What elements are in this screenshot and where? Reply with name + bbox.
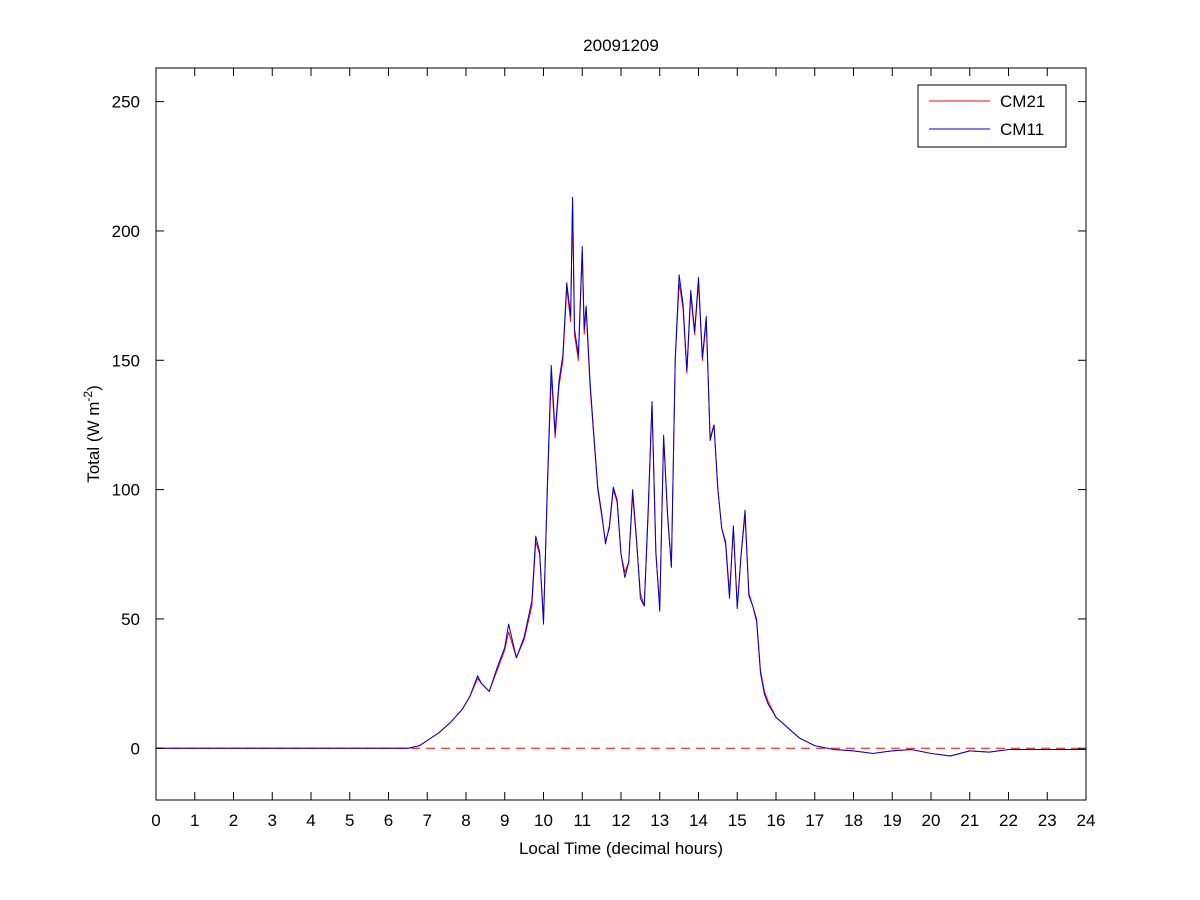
x-tick-label: 14 (689, 811, 708, 830)
x-tick-label: 21 (960, 811, 979, 830)
x-tick-label: 1 (190, 811, 199, 830)
y-tick-label: 150 (112, 351, 140, 370)
x-tick-label: 23 (1038, 811, 1057, 830)
x-tick-label: 11 (573, 811, 591, 830)
ticks-group: 0 1 2 3 4 5 6 7 8 9 10 11 12 13 14 15 16 17 18 19 20 21 22 23 24… (112, 68, 1096, 830)
series-line-cm11 (156, 196, 1086, 757)
x-tick-label: 16 (767, 811, 786, 830)
x-tick-label: 13 (650, 811, 669, 830)
x-tick-label: 5 (345, 811, 354, 830)
chart-title: 20091209 (583, 36, 659, 55)
legend: CM21 CM11 (917, 84, 1067, 148)
series-group (156, 196, 1086, 757)
plot-area (156, 68, 1086, 800)
x-tick-label: 6 (384, 811, 393, 830)
x-axis-label: Local Time (decimal hours) (519, 839, 723, 858)
x-tick-label: 15 (728, 811, 747, 830)
plot-frame (155, 67, 1087, 801)
legend-label-cm21: CM21 (1000, 92, 1045, 111)
legend-box (917, 84, 1067, 148)
y-axis-label-main: Total (W m (84, 402, 103, 483)
x-tick-label: 12 (612, 811, 631, 830)
x-tick-label: 7 (423, 811, 432, 830)
x-tick-label: 0 (151, 811, 160, 830)
legend-label-cm11: CM11 (1000, 120, 1044, 139)
x-tick-label: 22 (999, 811, 1018, 830)
x-tick-label: 4 (306, 811, 315, 830)
x-tick-label: 24 (1077, 811, 1096, 830)
x-tick-label: 19 (883, 811, 902, 830)
x-tick-label: 17 (805, 811, 824, 830)
y-tick-label: 200 (112, 222, 140, 241)
y-tick-label: 250 (112, 93, 140, 112)
x-tick-label: 2 (229, 811, 238, 830)
x-tick-label: 10 (534, 811, 553, 830)
x-tick-label: 3 (268, 811, 277, 830)
x-tick-label: 9 (500, 811, 509, 830)
x-tick-label: 8 (461, 811, 470, 830)
y-axis-label-sup: -2 (81, 391, 95, 402)
y-tick-label: 0 (131, 739, 140, 758)
y-axis-label-close: ) (84, 385, 103, 391)
x-tick-label: 20 (922, 811, 941, 830)
y-tick-label: 50 (121, 610, 140, 629)
x-tick-label: 18 (844, 811, 863, 830)
y-axis-label: Total (W m-2) (81, 385, 103, 483)
y-tick-label: 100 (112, 481, 140, 500)
